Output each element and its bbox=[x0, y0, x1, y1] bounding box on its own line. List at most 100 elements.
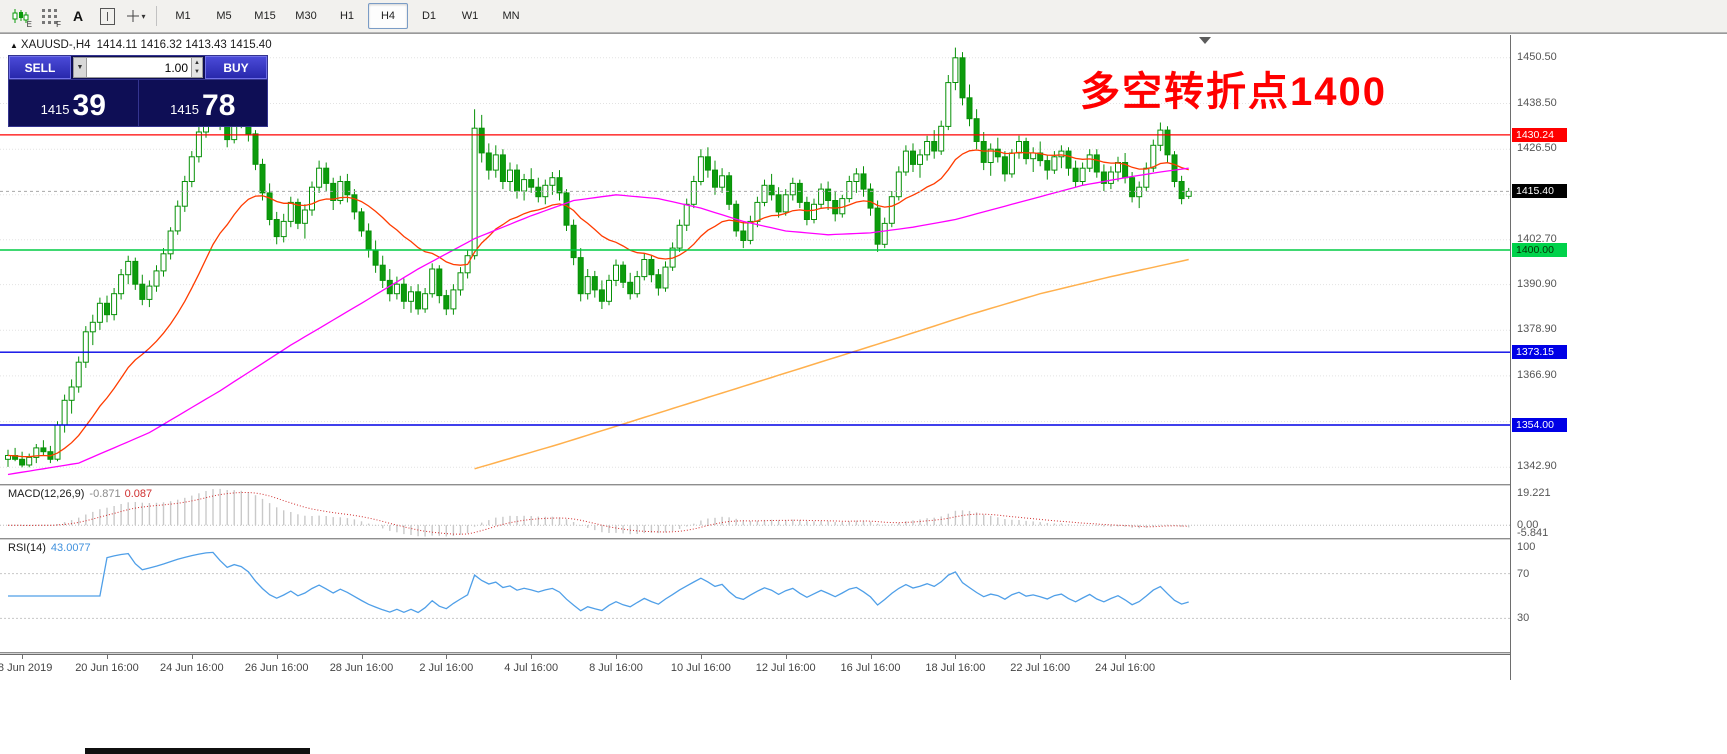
time-axis-tick bbox=[276, 655, 278, 659]
volume-step-down-icon[interactable]: ▼ bbox=[192, 67, 202, 77]
time-axis-label: 24 Jun 16:00 bbox=[159, 662, 224, 674]
candlestick-template-icon[interactable]: E bbox=[6, 2, 34, 30]
volume-stepper: ▲ ▼ bbox=[192, 57, 203, 78]
time-axis-label: 18 Jul 16:00 bbox=[925, 662, 986, 674]
rsi-panel[interactable]: RSI(14) 43.0077 bbox=[0, 540, 1510, 652]
timeframe-button-m30[interactable]: M30 bbox=[295, 10, 317, 22]
buy-button[interactable]: BUY bbox=[205, 56, 267, 79]
chart-header: ▲ XAUUSD-,H4 1414.11 1416.32 1413.43 1415.… bbox=[10, 39, 272, 51]
time-axis-label: 26 Jun 16:00 bbox=[244, 662, 309, 674]
timeframe-button-m5[interactable]: M5 bbox=[216, 10, 232, 22]
time-axis-tick bbox=[107, 655, 108, 659]
chart-shift-marker-icon[interactable] bbox=[1199, 37, 1211, 44]
resistance-line-price-tag: 1430.24 bbox=[1512, 127, 1567, 142]
chart-tools-group: E F A ▾ bbox=[6, 2, 150, 30]
time-axis-tick bbox=[191, 655, 193, 659]
timeframe-button-m15[interactable]: M15 bbox=[254, 10, 276, 22]
price-axis-label: 1366.90 bbox=[1517, 368, 1557, 381]
rsi-canvas bbox=[0, 540, 1510, 652]
volume-input[interactable]: 1.00 bbox=[87, 57, 192, 78]
price-axis[interactable]: 1450.50 1438.50 1426.50 1402.70 1390.90 1378.… bbox=[1510, 35, 1727, 680]
vertical-line-tool-icon[interactable] bbox=[93, 2, 121, 30]
time-axis-label: 24 Jul 16:00 bbox=[1095, 662, 1156, 674]
time-axis-label: 16 Jul 16:00 bbox=[840, 662, 901, 674]
panel-divider-1[interactable] bbox=[0, 484, 1727, 486]
price-axis-label: 1342.90 bbox=[1517, 460, 1557, 473]
sell-price-big: 39 bbox=[72, 89, 106, 122]
price-axis-label: 1438.50 bbox=[1517, 96, 1557, 109]
buy-quote[interactable]: 1415 78 bbox=[139, 80, 268, 126]
rsi-axis-label: 30 bbox=[1517, 612, 1530, 625]
time-axis-label: 2 Jul 16:00 bbox=[419, 662, 474, 674]
symbol-timeframe-label: XAUUSD-,H4 bbox=[20, 39, 91, 51]
price-axis-label: 1426.50 bbox=[1517, 142, 1557, 155]
toolbar: E F A ▾ M1 M5 M15 M30 H1 H4 D1 W1 MN bbox=[0, 0, 1727, 33]
time-axis-tick bbox=[361, 655, 363, 659]
macd-axis-label: 0.00 bbox=[1517, 519, 1539, 532]
timeframe-button-m1[interactable]: M1 bbox=[175, 10, 191, 22]
main-chart-canvas[interactable] bbox=[0, 35, 1510, 484]
sell-quote[interactable]: 1415 39 bbox=[9, 80, 138, 126]
collapse-triangle-icon[interactable]: ▲ bbox=[10, 41, 18, 50]
price-axis-label: 1390.90 bbox=[1517, 277, 1557, 290]
time-axis-label: 10 Jul 16:00 bbox=[670, 662, 731, 674]
macd-axis-label: -5.841 bbox=[1517, 527, 1549, 539]
time-axis-tick bbox=[955, 655, 957, 659]
time-axis-label: 28 Jun 16:00 bbox=[329, 662, 394, 674]
time-axis-tick bbox=[531, 655, 533, 659]
macd-value-main: -0.871 bbox=[89, 488, 121, 500]
timeframe-button-d1[interactable]: D1 bbox=[421, 10, 437, 22]
sell-price-small: 1415 bbox=[40, 102, 70, 117]
ohlc-values: 1414.11 1416.32 1413.43 1415.40 bbox=[96, 39, 272, 51]
buy-price-small: 1415 bbox=[170, 102, 200, 117]
timeframe-button-h4[interactable]: H4 bbox=[368, 3, 408, 29]
indicator-grid-icon[interactable]: F bbox=[35, 2, 63, 30]
macd-value-signal: 0.087 bbox=[124, 488, 153, 500]
timeframe-button-w1[interactable]: W1 bbox=[461, 10, 479, 22]
bottom-area bbox=[0, 680, 1727, 754]
time-axis[interactable]: 18 Jun 2019 20 Jun 16:00 24 Jun 16:00 26 Ju… bbox=[0, 654, 1727, 680]
rsi-axis-label: 100 bbox=[1517, 541, 1536, 553]
time-axis-tick bbox=[870, 655, 872, 659]
support-line-price-tag-1: 1373.15 bbox=[1512, 345, 1567, 360]
sell-button[interactable]: SELL bbox=[9, 56, 71, 79]
panel-divider-2[interactable] bbox=[0, 538, 1727, 540]
main-chart[interactable]: ▲ XAUUSD-,H4 1414.11 1416.32 1413.43 1415.… bbox=[0, 35, 1510, 484]
volume-step-up-icon[interactable]: ▲ bbox=[192, 58, 202, 68]
toolbar-separator bbox=[156, 6, 157, 26]
macd-axis-label: 19.221 bbox=[1517, 487, 1551, 499]
price-axis-label: 1402.70 bbox=[1517, 232, 1557, 245]
quote-divider bbox=[137, 80, 139, 126]
volume-dropdown-icon[interactable]: ▼ bbox=[73, 57, 87, 78]
time-axis-tick bbox=[616, 655, 617, 659]
crosshair-tool-icon[interactable]: ▾ bbox=[127, 10, 146, 22]
panel-divider-3[interactable] bbox=[0, 652, 1727, 654]
pivot-line-price-tag: 1400.00 bbox=[1512, 243, 1567, 257]
chart-window: ▲ XAUUSD-,H4 1414.11 1416.32 1413.43 1415.… bbox=[0, 33, 1727, 754]
bid-price-tag: 1415.40 bbox=[1512, 184, 1567, 199]
time-axis-label: 20 Jun 16:00 bbox=[75, 662, 139, 674]
buy-price-big: 78 bbox=[202, 89, 236, 122]
time-axis-label: 8 Jul 16:00 bbox=[589, 662, 643, 674]
time-axis-tick bbox=[1040, 655, 1042, 659]
price-axis-label: 1450.50 bbox=[1517, 50, 1557, 63]
time-axis-label: 4 Jul 16:00 bbox=[504, 662, 559, 674]
time-axis-tick bbox=[700, 655, 702, 659]
text-label-tool-icon[interactable]: A bbox=[72, 8, 84, 24]
time-axis-tick bbox=[446, 655, 448, 659]
bottom-window-fragment bbox=[85, 748, 310, 754]
macd-label: MACD(12,26,9) -0.871 0.087 bbox=[8, 488, 153, 500]
macd-panel[interactable]: MACD(12,26,9) -0.871 0.087 bbox=[0, 486, 1510, 538]
time-axis-label: 18 Jun 2019 bbox=[0, 662, 53, 674]
time-axis-label: 22 Jul 16:00 bbox=[1010, 662, 1071, 674]
volume-control: ▼ 1.00 ▲ ▼ bbox=[71, 56, 205, 79]
support-line-price-tag-2: 1354.00 bbox=[1512, 418, 1567, 432]
time-axis-tick bbox=[1125, 655, 1127, 659]
rsi-axis-label: 70 bbox=[1517, 567, 1530, 580]
rsi-value: 43.0077 bbox=[50, 542, 91, 554]
rsi-label: RSI(14) 43.0077 bbox=[8, 542, 91, 554]
price-axis-label: 1378.90 bbox=[1517, 323, 1557, 336]
time-axis-tick bbox=[785, 655, 787, 659]
timeframe-button-mn[interactable]: MN bbox=[502, 10, 520, 22]
timeframe-button-h1[interactable]: H1 bbox=[339, 10, 355, 22]
